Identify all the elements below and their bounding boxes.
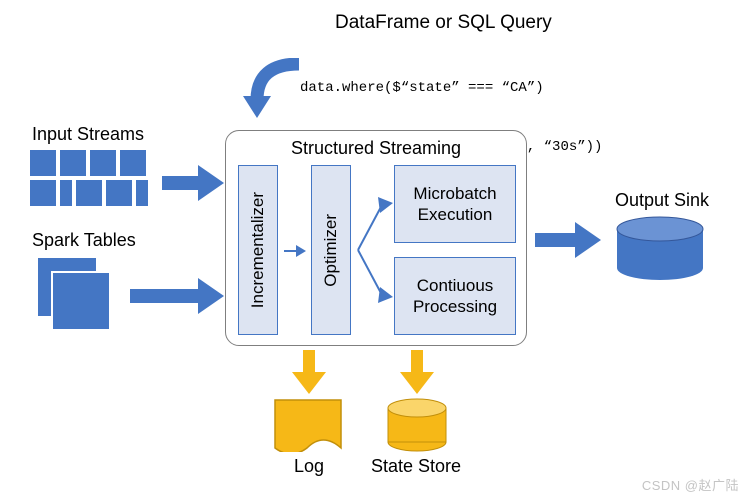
structured-streaming-title: Structured Streaming bbox=[226, 138, 526, 159]
branch-arrows-icon bbox=[356, 191, 396, 309]
microbatch-label: Microbatch Execution bbox=[399, 183, 511, 226]
log-shape-icon bbox=[273, 398, 345, 452]
log-label: Log bbox=[294, 456, 324, 477]
small-arrow-icon bbox=[284, 243, 306, 259]
output-sink-label: Output Sink bbox=[615, 190, 709, 211]
state-store-cylinder-icon bbox=[386, 398, 448, 452]
spark-tables-label: Spark Tables bbox=[32, 230, 136, 251]
continuous-box: Contiuous Processing bbox=[394, 257, 516, 335]
input-streams-label: Input Streams bbox=[32, 124, 144, 145]
watermark-text: CSDN @赵广陆 bbox=[642, 475, 739, 494]
structured-streaming-container: Structured Streaming Incrementalizer Opt… bbox=[225, 130, 527, 346]
incrementalizer-box: Incrementalizer bbox=[238, 165, 278, 335]
incrementalizer-label: Incrementalizer bbox=[248, 192, 268, 308]
output-sink-cylinder-icon bbox=[615, 216, 705, 282]
arrow-right-icon bbox=[535, 222, 601, 258]
state-store-label: State Store bbox=[371, 456, 461, 477]
arrow-down-icon bbox=[400, 350, 434, 394]
spark-tables-icon bbox=[38, 258, 118, 336]
optimizer-box: Optimizer bbox=[311, 165, 351, 335]
curved-arrow-icon bbox=[243, 58, 313, 128]
continuous-label: Contiuous Processing bbox=[399, 275, 511, 318]
query-title: DataFrame or SQL Query bbox=[335, 12, 552, 34]
code-line-1: data.where($“state” === “CA”) bbox=[300, 79, 602, 99]
arrow-right-icon bbox=[162, 165, 224, 201]
microbatch-box: Microbatch Execution bbox=[394, 165, 516, 243]
optimizer-label: Optimizer bbox=[321, 214, 341, 287]
input-streams-icon bbox=[30, 150, 170, 208]
arrow-down-icon bbox=[292, 350, 326, 394]
arrow-right-icon bbox=[130, 278, 224, 314]
